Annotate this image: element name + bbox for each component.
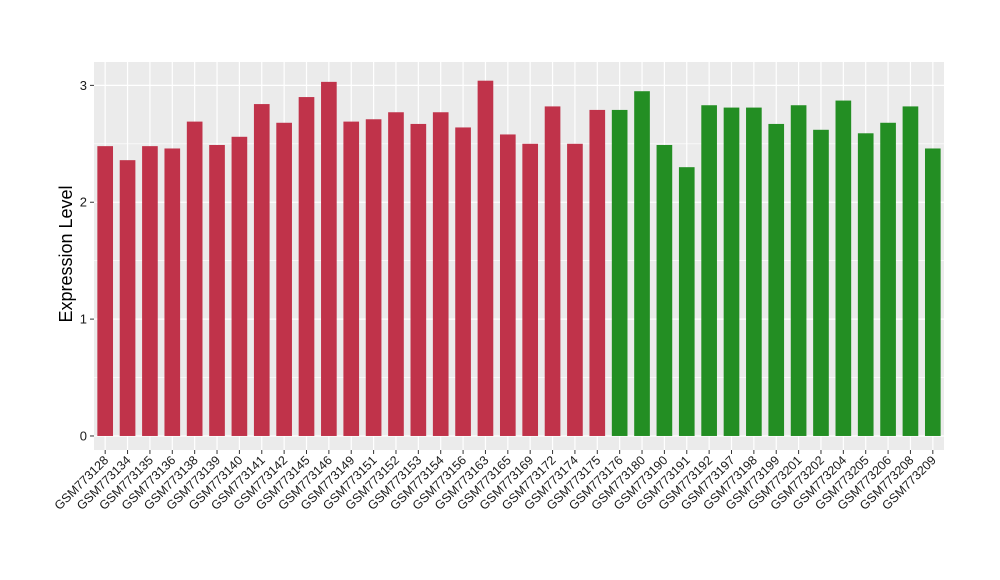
bar-GSM773191 xyxy=(678,167,695,436)
bar-GSM773163 xyxy=(477,80,494,436)
bar-GSM773138 xyxy=(186,121,203,436)
bar-GSM773180 xyxy=(634,91,650,436)
y-tick-label: 2 xyxy=(80,195,87,210)
bar-GSM773128 xyxy=(97,146,114,436)
bar-GSM773169 xyxy=(522,143,539,436)
bar-GSM773145 xyxy=(298,97,315,436)
bar-GSM773175 xyxy=(589,109,606,436)
bar-GSM773198 xyxy=(746,107,762,436)
bar-GSM773201 xyxy=(790,105,807,436)
y-tick-label: 1 xyxy=(80,312,87,327)
bar-GSM773146 xyxy=(321,81,337,436)
bar-GSM773139 xyxy=(209,144,225,436)
y-axis: 0 1 2 3 xyxy=(80,78,94,443)
y-axis-title: Expression Level xyxy=(56,185,76,322)
bar-GSM773151 xyxy=(365,119,382,436)
bar-GSM773202 xyxy=(813,129,829,436)
bar-GSM773172 xyxy=(544,106,561,436)
bar-GSM773136 xyxy=(164,148,181,436)
bar-GSM773149 xyxy=(343,121,360,436)
bar-GSM773142 xyxy=(276,122,292,436)
bar-GSM773154 xyxy=(432,112,449,436)
bar-GSM773209 xyxy=(924,148,941,436)
bar-GSM773190 xyxy=(656,144,673,436)
y-tick-label: 3 xyxy=(80,78,87,93)
bar-GSM773197 xyxy=(723,107,740,436)
bar-GSM773205 xyxy=(857,133,874,436)
bar-GSM773192 xyxy=(701,105,717,436)
bars xyxy=(97,80,941,436)
bar-GSM773176 xyxy=(611,109,628,436)
bar-GSM773206 xyxy=(880,122,896,436)
bar-GSM773165 xyxy=(499,134,516,436)
bar-GSM773135 xyxy=(142,146,158,436)
bar-GSM773156 xyxy=(455,127,471,436)
bar-GSM773204 xyxy=(835,100,852,436)
bar-GSM773134 xyxy=(119,160,136,436)
bar-GSM773174 xyxy=(567,143,583,436)
bar-GSM773152 xyxy=(388,112,404,436)
bar-GSM773141 xyxy=(253,104,270,436)
x-axis: GSM773128GSM773134GSM773135GSM773136GSM7… xyxy=(52,450,939,513)
y-tick-label: 0 xyxy=(80,428,87,443)
bar-GSM773153 xyxy=(410,123,427,436)
bar-GSM773140 xyxy=(231,136,248,436)
bar-GSM773208 xyxy=(902,106,919,436)
bar-GSM773199 xyxy=(768,123,785,436)
